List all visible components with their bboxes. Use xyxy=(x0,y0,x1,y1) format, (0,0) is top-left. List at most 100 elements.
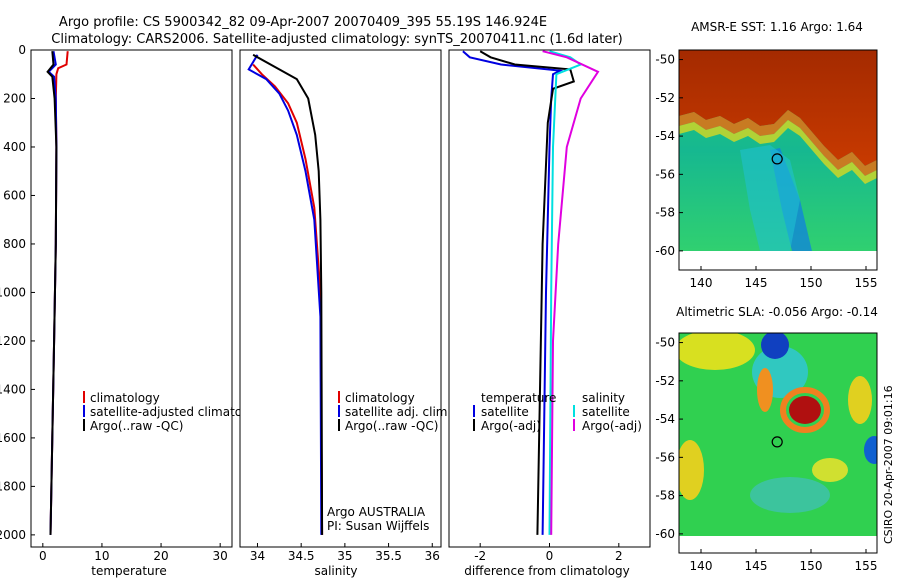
sla-yellow-patch xyxy=(679,333,755,370)
sst-map-title: AMSR-E SST: 1.16 Argo: 1.64 xyxy=(691,20,863,34)
legend-label-climatology: climatology xyxy=(90,391,160,405)
salinity-lines xyxy=(247,53,324,535)
map-y-tick-label: -54 xyxy=(655,412,675,426)
sla-map-panel: Altimetric SLA: -0.056 Argo: -0.14 140 14… xyxy=(655,305,878,573)
sla-yellow-west xyxy=(679,440,704,500)
salinity-xlabel: salinity xyxy=(314,564,357,578)
legend-label-argo: Argo(..raw -QC) xyxy=(90,419,183,433)
sst-heatmap xyxy=(679,50,877,251)
depth-tick-label: 800 xyxy=(3,237,26,251)
difference-lines xyxy=(462,50,600,535)
sst-map-axes xyxy=(678,49,878,271)
legend-label-sal-satellite: satellite xyxy=(582,405,630,419)
legend-label-climatology: climatology xyxy=(345,391,415,405)
sla-yellow-south xyxy=(812,458,848,482)
map-y-tick-label: -50 xyxy=(655,336,675,350)
x-tick-label: 34 xyxy=(250,549,265,563)
temperature-axes xyxy=(30,49,233,548)
legend-title-salinity: salinity xyxy=(582,391,625,405)
depth-tick-label: 1200 xyxy=(0,334,26,348)
map-x-tick-label: 145 xyxy=(745,276,768,290)
x-tick-label: 10 xyxy=(94,549,109,563)
sla-orange-patch xyxy=(757,368,773,412)
depth-tick-label: 1600 xyxy=(0,431,26,445)
salinity-x-ticks: 34 34.5 35 35.5 36 xyxy=(250,543,440,563)
title-line-2: Climatology: CARS2006. Satellite-adjuste… xyxy=(51,32,623,47)
sla-blue-east xyxy=(864,436,877,464)
x-tick-label: 35.5 xyxy=(375,549,402,563)
csiro-timestamp: CSIRO 20-Apr-2007 09:01:16 xyxy=(882,385,895,544)
sla-map-axes xyxy=(678,332,878,554)
temperature-legend: climatology satellite-adjusted climatolo… xyxy=(83,391,268,433)
sst-map-ticks: 140 145 150 155 -50 -52 -54 -56 -58 -60 xyxy=(655,53,877,290)
sla-orange-ring xyxy=(780,387,830,433)
series-line-temperature-satellite xyxy=(462,50,564,535)
sla-cyan-south xyxy=(750,477,830,513)
sst-cyan-patch xyxy=(740,145,800,251)
map-x-tick-label: 150 xyxy=(800,559,823,573)
difference-panel: -2 0 2 difference from climatology tempera… xyxy=(448,49,651,578)
legend-label-temp-argo: Argo(-adj) xyxy=(481,419,541,433)
salinity-panel: 34 34.5 35 35.5 36 salinity climatology sate… xyxy=(239,49,451,578)
x-tick-label: 0 xyxy=(39,549,47,563)
x-tick-label: 30 xyxy=(213,549,228,563)
legend-label-sal-argo: Argo(-adj) xyxy=(582,419,642,433)
map-y-tick-label: -60 xyxy=(655,527,675,541)
legend-label-argo: Argo(..raw -QC) xyxy=(345,419,438,433)
depth-tick-label: 2000 xyxy=(0,528,26,542)
x-tick-label: 2 xyxy=(615,549,623,563)
temperature-panel: 0 200 400 600 800 1000 1200 1400 1600 1800 2000 0 1… xyxy=(0,43,453,578)
x-tick-label: 0 xyxy=(546,549,554,563)
sst-map-panel: AMSR-E SST: 1.16 Argo: 1.64 140 145 150 155… xyxy=(655,20,878,290)
map-x-tick-label: 140 xyxy=(690,276,713,290)
x-tick-label: 35 xyxy=(337,549,352,563)
series-line-argo xyxy=(252,53,324,535)
depth-tick-labels: 0 200 400 600 800 1000 1200 1400 1600 1800 2000 xyxy=(0,43,453,542)
map-y-tick-label: -52 xyxy=(655,374,675,388)
difference-legend: temperature satellite Argo(-adj) salinit… xyxy=(473,391,642,433)
series-line-temperature-argo-adj- xyxy=(479,50,576,535)
x-tick-label: -2 xyxy=(474,549,486,563)
series-line-salinity-argo-adj- xyxy=(542,50,600,535)
depth-tick-label: 600 xyxy=(3,188,26,202)
sla-map-ticks: 140 145 150 155 -50 -52 -54 -56 -58 -60 xyxy=(655,336,877,573)
series-line-satellite xyxy=(247,54,323,535)
map-y-tick-label: -58 xyxy=(655,489,675,503)
map-y-tick-label: -56 xyxy=(655,450,675,464)
map-y-tick-label: -54 xyxy=(655,129,675,143)
map-x-tick-label: 145 xyxy=(745,559,768,573)
legend-label-temp-satellite: satellite xyxy=(481,405,529,419)
depth-tick-label: 1800 xyxy=(0,479,26,493)
sla-heatmap xyxy=(679,333,877,536)
map-x-tick-label: 155 xyxy=(855,559,878,573)
legend-label-satellite: satellite adj. clim. xyxy=(345,405,451,419)
salinity-axes xyxy=(239,49,442,548)
map-x-tick-label: 150 xyxy=(800,276,823,290)
title-line-1: Argo profile: CS 5900342_82 09-Apr-2007 … xyxy=(59,15,547,30)
map-y-tick-label: -52 xyxy=(655,91,675,105)
temperature-xlabel: temperature xyxy=(91,564,166,578)
x-tick-label: 36 xyxy=(425,549,440,563)
sla-argo-location-marker xyxy=(771,436,783,448)
map-y-tick-label: -50 xyxy=(655,53,675,67)
map-y-tick-label: -56 xyxy=(655,167,675,181)
sst-argo-location-marker xyxy=(771,153,783,165)
legend-title-temperature: temperature xyxy=(481,391,556,405)
sla-map-title: Altimetric SLA: -0.056 Argo: -0.14 xyxy=(676,305,878,319)
temperature-lines xyxy=(46,51,69,535)
map-x-tick-label: 140 xyxy=(690,559,713,573)
depth-tick-label: 0 xyxy=(18,43,26,57)
sla-red-eddy xyxy=(789,396,821,424)
sst-yellow-band xyxy=(679,120,877,184)
sla-blue-eddy xyxy=(761,333,789,359)
difference-x-ticks: -2 0 2 xyxy=(474,543,623,563)
depth-tick-label: 1400 xyxy=(0,382,26,396)
legend-label-satellite: satellite-adjusted climatology xyxy=(90,405,268,419)
x-tick-label: 20 xyxy=(153,549,168,563)
map-y-tick-label: -58 xyxy=(655,206,675,220)
annotation-pi: PI: Susan Wijffels xyxy=(327,519,429,533)
sst-warm-region xyxy=(679,50,877,166)
salinity-legend: climatology satellite adj. clim. Argo(..… xyxy=(338,391,451,433)
series-line-argo xyxy=(46,51,58,535)
